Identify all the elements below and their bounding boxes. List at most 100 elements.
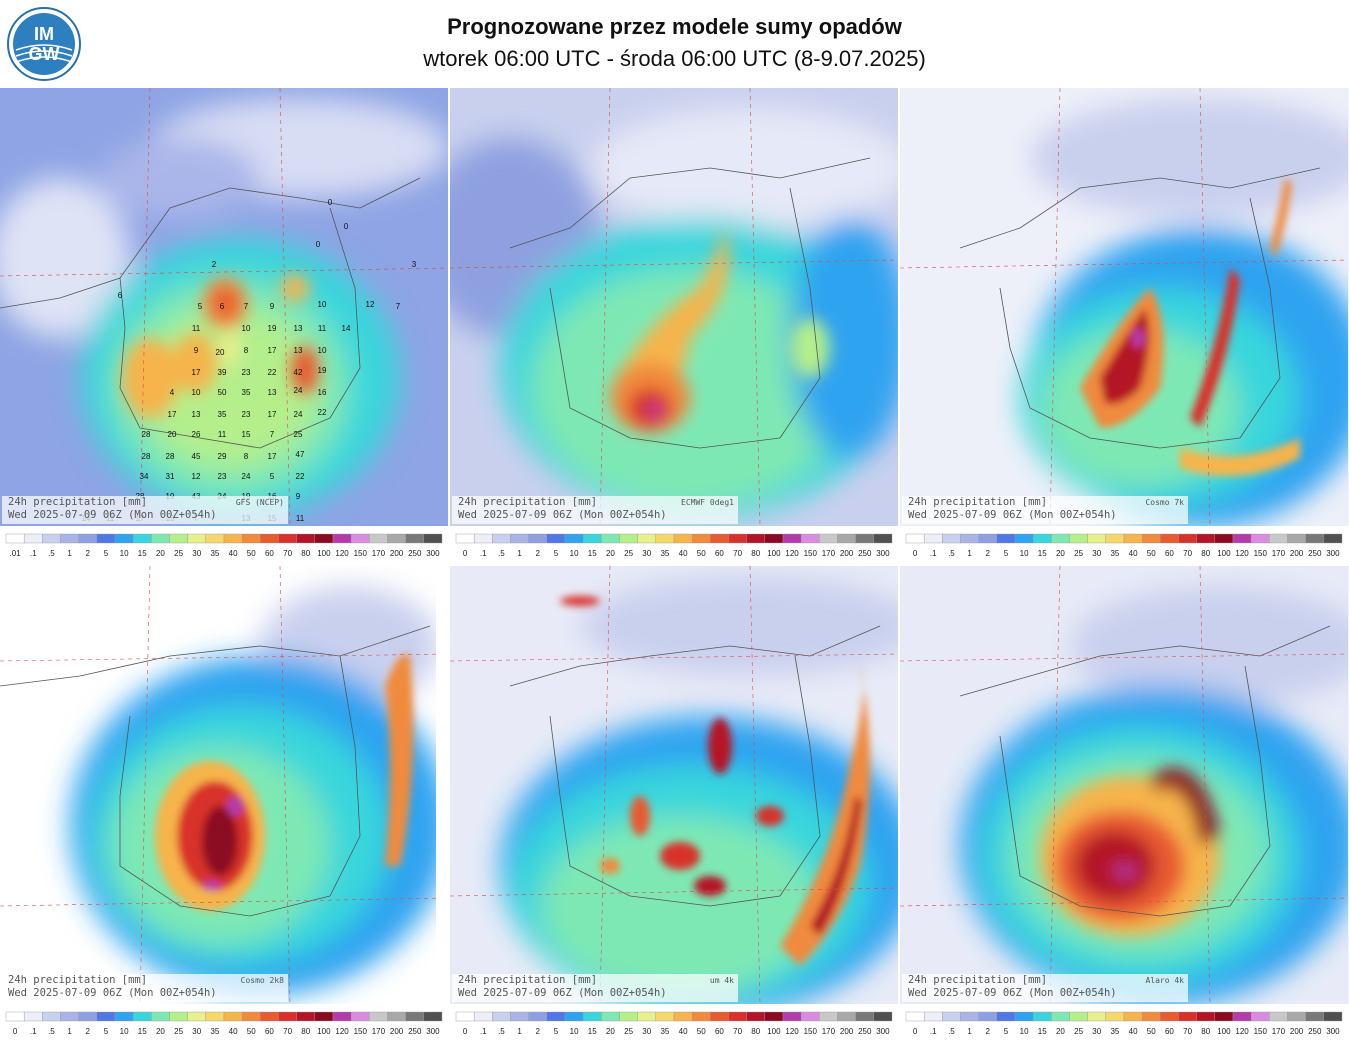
legend-swatch [260, 1011, 279, 1022]
legend-swatch [187, 1011, 207, 1022]
legend-swatch [1178, 533, 1197, 544]
legend-label: 25 [1074, 1027, 1083, 1036]
legend-label: 300 [1326, 1027, 1340, 1036]
legend-label: 200 [1290, 549, 1304, 558]
legend-label: 0 [463, 549, 468, 558]
map-panel-cosmo7k: 24h precipitation [mm] Wed 2025-07-09 06… [900, 88, 1349, 526]
grid-point-value: 17 [192, 368, 201, 377]
legend-swatch [691, 533, 711, 544]
grid-point-value: 17 [268, 452, 277, 461]
legend-swatch [223, 1011, 243, 1022]
grid-point-value: 22 [268, 368, 277, 377]
legend-label: 60 [265, 1027, 274, 1036]
panel-caption: 24h precipitation [mm] Wed 2025-07-09 06… [2, 496, 288, 524]
legend-swatch [582, 1011, 602, 1022]
legend-swatch [546, 533, 566, 544]
legend-swatch [241, 533, 261, 544]
legend-swatch [528, 1011, 548, 1022]
grid-point-value: 28 [166, 452, 175, 461]
legend-label: 0 [13, 1027, 18, 1036]
legend-label: 100 [767, 1027, 781, 1036]
legend-label: 70 [1183, 549, 1192, 558]
legend-swatch [1196, 533, 1216, 544]
legend-label: 10 [1020, 549, 1029, 558]
legend-swatch [710, 1011, 729, 1022]
legend-label: 100 [317, 549, 331, 558]
legend-label: 0 [913, 1027, 918, 1036]
legend-label: 5 [104, 1027, 109, 1036]
legend-swatch [151, 1011, 170, 1022]
grid-point-value: 7 [270, 430, 275, 439]
legend-swatch [1196, 1011, 1216, 1022]
legend-swatch [510, 533, 529, 544]
legend-swatch [1305, 1011, 1325, 1022]
color-scale-legend: 0.1.5 1 2 5 10 15 20 25 30 35 40 50 60 70 80 100 120 150 1… [450, 1010, 898, 1038]
legend-label: 40 [679, 549, 688, 558]
grid-point-value: 11 [192, 324, 201, 333]
legend-swatch [837, 1011, 856, 1022]
legend-swatch [314, 533, 334, 544]
legend-swatch [819, 1011, 838, 1022]
page-title: Prognozowane przez modele sumy opadów [447, 14, 902, 39]
legend-label: 2 [86, 1027, 91, 1036]
grid-point-value: 26 [192, 430, 201, 439]
legend-label: .1 [480, 549, 487, 558]
caption-label: 24h precipitation [mm] [8, 496, 148, 508]
legend-swatch [637, 533, 657, 544]
legend-label: 15 [588, 1027, 597, 1036]
legend-swatch [1160, 533, 1179, 544]
grid-point-value: 24 [294, 386, 303, 395]
legend-label: 80 [301, 549, 310, 558]
grid-point-value: 16 [318, 388, 327, 397]
legend-label: .5 [48, 1027, 55, 1036]
grid-point-value: 12 [192, 472, 201, 481]
legend-label: .5 [948, 1027, 955, 1036]
legend-swatch [996, 1011, 1016, 1022]
legend-label: 170 [1272, 1027, 1286, 1036]
legend-swatch [78, 1011, 98, 1022]
legend-label: 50 [247, 549, 256, 558]
legend-swatch [455, 533, 475, 544]
legend-label: 2 [536, 1027, 541, 1036]
legend-label: 120 [1235, 1027, 1249, 1036]
grid-point-value: 5 [198, 302, 203, 311]
legend-swatch [819, 533, 838, 544]
legend-label: 1 [67, 1027, 72, 1036]
legend-label: .1 [480, 1027, 487, 1036]
grid-point-value: 20 [168, 430, 177, 439]
legend-swatch [132, 533, 152, 544]
panel-caption: 24h precipitation [mm] Wed 2025-07-09 06… [452, 496, 738, 524]
legend-label: 80 [751, 1027, 760, 1036]
legend-label: 150 [1254, 549, 1268, 558]
legend-label: 1 [517, 549, 522, 558]
legend-label: 30 [192, 1027, 201, 1036]
legend-swatch [978, 533, 998, 544]
legend-label: 2 [536, 549, 541, 558]
grid-point-value: 11 [318, 324, 327, 333]
legend-label: 40 [679, 1027, 688, 1036]
legend-label: 30 [642, 1027, 651, 1036]
grid-point-value: 35 [218, 410, 227, 419]
legend-label: 250 [1308, 549, 1322, 558]
caption-time: Wed 2025-07-09 06Z (Mon 00Z+054h) [458, 509, 667, 521]
caption-model: ECMWF 0deg1 [681, 498, 734, 507]
legend-label: 100 [767, 549, 781, 558]
grid-point-value: 3 [412, 260, 417, 269]
legend-label: 20 [156, 549, 165, 558]
caption-label: 24h precipitation [mm] [8, 974, 148, 986]
legend-swatch [691, 1011, 711, 1022]
legend-label: .5 [498, 1027, 505, 1036]
legend-label: 300 [426, 1027, 440, 1036]
legend-label: 40 [229, 1027, 238, 1036]
legend-label: 2 [986, 549, 991, 558]
legend-swatch [169, 533, 188, 544]
legend-label: 200 [840, 549, 854, 558]
legend-label: 170 [1272, 549, 1286, 558]
legend-swatch [1123, 533, 1143, 544]
legend-swatch [855, 533, 875, 544]
legend-swatch [1250, 1011, 1270, 1022]
legend-swatch [132, 1011, 152, 1022]
legend-swatch [296, 533, 316, 544]
legend-swatch [223, 533, 243, 544]
legend-swatch [746, 533, 766, 544]
